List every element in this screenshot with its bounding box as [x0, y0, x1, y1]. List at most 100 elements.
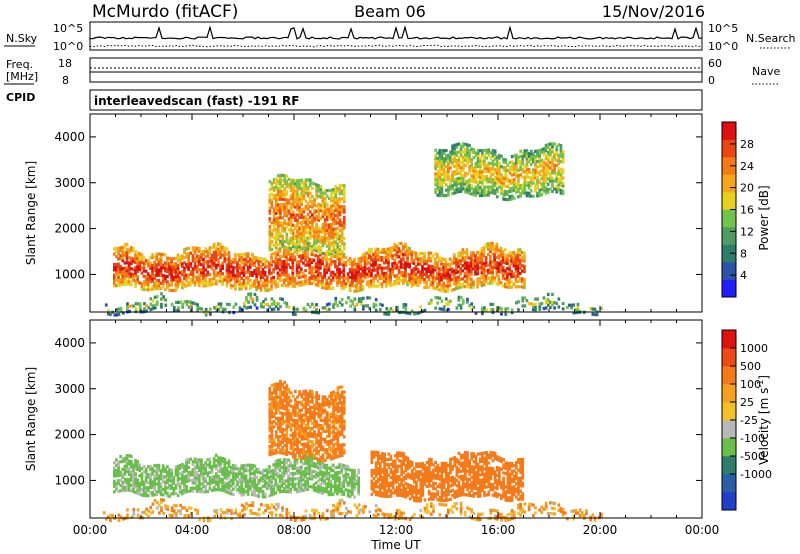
echo-cell [144, 488, 148, 493]
echo-cell [212, 282, 216, 286]
echo-cell [195, 265, 199, 269]
echo-cell [170, 262, 173, 266]
echo-cell [342, 286, 346, 291]
echo-cell [534, 305, 537, 309]
echo-cell [444, 178, 448, 182]
echo-cell [115, 262, 118, 267]
echo-cell [265, 473, 269, 477]
echo-cell [261, 276, 265, 280]
echo-cell [330, 217, 333, 221]
echo-cell [132, 275, 135, 279]
echo-cell [527, 170, 531, 174]
echo-cell [265, 265, 269, 269]
echo-cell [555, 179, 559, 183]
echo-cell [208, 486, 212, 490]
echo-cell [263, 265, 267, 269]
echo-cell [123, 459, 127, 463]
echo-cell [113, 284, 116, 288]
echo-cell [506, 277, 509, 281]
echo-cell [306, 471, 309, 476]
echo-cell [440, 154, 444, 158]
echo-cell [544, 162, 548, 166]
echo-cell [125, 258, 129, 262]
echo-cell [459, 267, 462, 271]
echo-cell [248, 265, 252, 269]
echo-cell [195, 270, 199, 274]
echo-cell [332, 246, 335, 250]
echo-cell [518, 271, 522, 276]
echo-cell [296, 237, 299, 241]
echo-cell [557, 172, 561, 176]
echo-cell [493, 247, 496, 251]
echo-cell [313, 219, 316, 223]
echo-cell [251, 273, 254, 277]
echo-cell [491, 164, 495, 168]
echo-cell [447, 307, 450, 312]
echo-cell [153, 281, 156, 286]
echo-cell [240, 464, 244, 468]
echo-cell [302, 181, 306, 185]
echo-cell [327, 490, 331, 494]
echo-cell [478, 178, 482, 182]
echo-cell [461, 184, 465, 188]
echo-cell [404, 274, 407, 278]
echo-cell [210, 467, 214, 471]
echo-cell [484, 258, 488, 262]
echo-cell [151, 493, 154, 497]
echo-cell [313, 211, 316, 215]
echo-cell [157, 490, 161, 494]
echo-cell [402, 258, 405, 262]
echo-cell [455, 166, 459, 170]
echo-cell [129, 267, 133, 271]
echo-cell [277, 208, 280, 212]
echo-cell [329, 484, 333, 489]
echo-cell [265, 481, 269, 485]
echo-cell [396, 308, 399, 312]
echo-cell [146, 288, 150, 292]
echo-cell [225, 474, 229, 478]
echo-cell [478, 164, 482, 169]
echo-cell [261, 284, 265, 288]
echo-cell [442, 263, 445, 267]
echo-cell [501, 271, 505, 275]
echo-cell [263, 260, 267, 264]
echo-cell [508, 181, 512, 186]
echo-cell [485, 180, 488, 184]
echo-cell [291, 215, 295, 219]
echo-cell [330, 230, 333, 235]
echo-cell [399, 257, 403, 261]
echo-cell [506, 280, 509, 284]
echo-cell [330, 249, 333, 253]
echo-cell [551, 179, 554, 183]
echo-cell [296, 181, 299, 185]
echo-cell [298, 197, 301, 201]
echo-cell [306, 252, 309, 256]
echo-cell [179, 300, 182, 304]
echo-cell [450, 288, 454, 292]
echo-cell [127, 480, 131, 484]
echo-cell [457, 150, 461, 154]
echo-cell [125, 242, 129, 246]
echo-cell [300, 231, 304, 235]
echo-cell [397, 276, 401, 280]
echo-cell [333, 476, 337, 480]
echo-cell [136, 254, 139, 258]
echo-cell [157, 263, 161, 267]
echo-cell [316, 265, 320, 269]
echo-cell [289, 228, 293, 232]
echo-cell [142, 470, 146, 474]
echo-cell [272, 473, 275, 478]
echo-cell [429, 275, 433, 279]
echo-cell [529, 302, 533, 306]
echo-cell [393, 248, 397, 252]
echo-cell [132, 246, 135, 250]
echo-cell [193, 473, 197, 477]
echo-cell [338, 267, 341, 271]
echo-cell [265, 484, 269, 488]
echo-cell [410, 261, 414, 265]
echo-cell [357, 260, 360, 264]
echo-cell [436, 172, 440, 176]
echo-cell [200, 458, 203, 462]
echo-cell [312, 258, 316, 262]
echo-cell [119, 278, 122, 282]
